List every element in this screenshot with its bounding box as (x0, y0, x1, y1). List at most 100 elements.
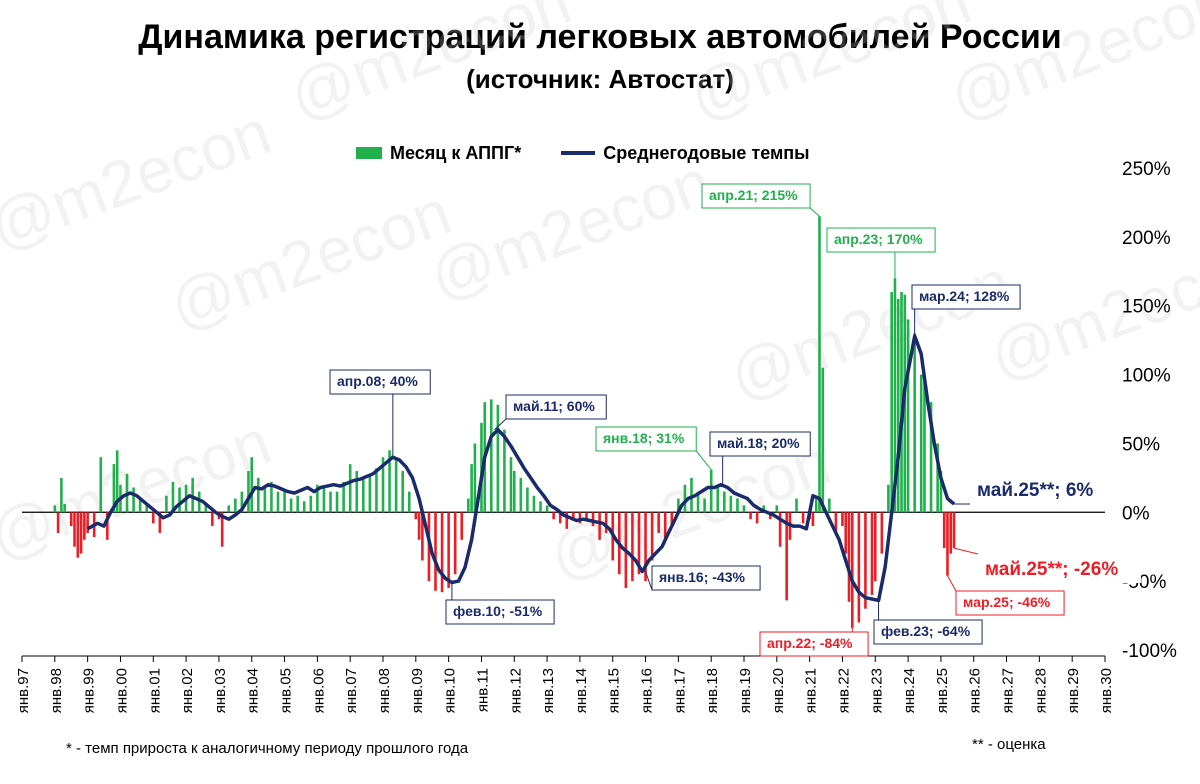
bar (893, 278, 897, 513)
bar (778, 512, 782, 547)
annotation-leader (953, 547, 979, 555)
bar (572, 512, 575, 520)
x-tick-label: янв.00 (113, 668, 130, 713)
legend: Месяц к АППГ* Среднегодовые темпы (356, 140, 810, 166)
bar (696, 491, 700, 513)
annotation-box (595, 426, 697, 452)
x-tick-label: янв.30 (1098, 668, 1115, 713)
bar (191, 477, 194, 513)
bar (250, 457, 254, 513)
bar (309, 495, 313, 513)
x-tick-label: янв.05 (278, 668, 295, 713)
bar (896, 298, 900, 513)
x-tick-label: янв.07 (343, 668, 360, 713)
bar (73, 512, 76, 547)
annotation-label: май.18; 20% (717, 435, 800, 451)
bar (112, 464, 116, 513)
bar (63, 504, 66, 513)
bar (106, 512, 109, 540)
bar (890, 291, 893, 513)
bar (348, 464, 352, 513)
x-tick-label: янв.29 (1065, 668, 1082, 713)
y-tick-label: 150% (1122, 297, 1171, 318)
watermark-text: @m2econ (280, 0, 580, 133)
x-tick-label: янв.15 (606, 668, 623, 713)
chart-title: Динамика регистраций легковых автомобиле… (138, 18, 1062, 56)
bar (407, 491, 411, 513)
annotation-box (329, 369, 431, 395)
x-tick-label: янв.98 (48, 668, 65, 713)
bar (316, 484, 319, 513)
annotation-label: май.25**; 6% (977, 480, 1093, 501)
annotation-box (826, 227, 936, 253)
watermark-text: @m2econ (160, 175, 460, 343)
bar (421, 512, 424, 561)
x-tick-label: янв.14 (573, 668, 590, 713)
bar (906, 319, 910, 513)
bar (703, 498, 706, 513)
x-tick-label: янв.22 (835, 668, 852, 713)
bar (132, 487, 135, 513)
annotation-leader (809, 207, 820, 217)
bar (512, 470, 516, 513)
bar (785, 512, 788, 601)
bar (256, 477, 260, 513)
bar (923, 381, 926, 513)
bar (723, 491, 726, 513)
bar (795, 498, 798, 513)
legend-bar-label: Месяц к АППГ* (390, 142, 522, 163)
bar (417, 512, 421, 540)
bar (447, 512, 450, 589)
annotation-box (759, 631, 869, 657)
bar (69, 512, 73, 527)
bar (394, 457, 398, 513)
bar (539, 501, 542, 513)
bar (503, 429, 506, 513)
bar (460, 512, 464, 540)
footnote-right: ** - оценка (972, 736, 1046, 753)
bar (545, 505, 549, 513)
bar (473, 443, 477, 513)
bar (578, 512, 582, 524)
x-tick-label: янв.04 (245, 668, 262, 713)
x-tick-label: янв.26 (967, 668, 984, 713)
bar (296, 495, 299, 513)
bar (151, 512, 155, 524)
bar (677, 498, 680, 513)
bar (211, 512, 214, 527)
bar (598, 512, 601, 540)
annotation-label: апр.23; 170% (834, 231, 923, 247)
bar (585, 512, 588, 520)
bar (851, 512, 854, 628)
bar (949, 512, 953, 554)
legend-bar-swatch (356, 147, 382, 159)
bar (234, 498, 237, 513)
bar (227, 505, 231, 513)
bar (490, 399, 493, 513)
x-tick-label: янв.09 (409, 668, 426, 713)
bar (870, 512, 874, 595)
bar (857, 512, 861, 623)
legend-line-label: Среднегодовые темпы (603, 142, 810, 163)
bar (873, 512, 877, 582)
bar (329, 491, 332, 513)
bar (841, 512, 844, 527)
bar (434, 512, 437, 591)
watermark-text: @m2econ (940, 0, 1200, 133)
legend-line-swatch (561, 151, 596, 155)
bar (519, 477, 523, 513)
bar (644, 512, 647, 582)
bar (929, 402, 933, 513)
annotation-leader (494, 418, 507, 431)
annotation-box (445, 599, 555, 625)
bar (936, 443, 939, 513)
y-tick-label: 0% (1122, 503, 1150, 524)
x-tick-label: янв.28 (1032, 668, 1049, 713)
annotation-leader (695, 450, 712, 470)
bar (467, 498, 470, 513)
bar (631, 512, 634, 582)
bar (76, 512, 80, 558)
x-tick-label: янв.10 (442, 668, 459, 713)
annotation-label: май.11; 60% (513, 398, 595, 414)
